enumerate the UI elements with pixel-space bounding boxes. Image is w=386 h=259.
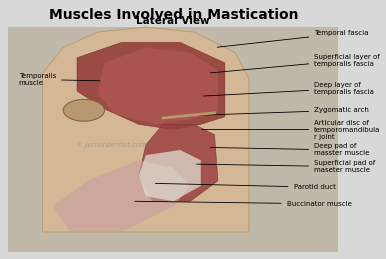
Text: Superficial pad of
maseter muscle: Superficial pad of maseter muscle: [197, 160, 376, 173]
Text: © Juniordentist.com: © Juniordentist.com: [76, 141, 147, 148]
Polygon shape: [53, 160, 190, 232]
Polygon shape: [139, 124, 218, 201]
Text: Lateral View: Lateral View: [137, 16, 210, 26]
FancyBboxPatch shape: [8, 27, 338, 253]
Polygon shape: [139, 150, 201, 201]
Text: Articular disc of
temporomandibula
r joint: Articular disc of temporomandibula r joi…: [202, 119, 381, 140]
Polygon shape: [77, 42, 225, 130]
Text: Parotid duct: Parotid duct: [156, 183, 335, 190]
Text: Superficial layer of
temporalis fascia: Superficial layer of temporalis fascia: [210, 54, 380, 73]
Text: Temporalis
muscle: Temporalis muscle: [19, 73, 100, 86]
Text: Buccinator muscle: Buccinator muscle: [135, 201, 352, 207]
Text: Deep layer of
temporalis fascia: Deep layer of temporalis fascia: [203, 82, 374, 96]
Text: Temporal fascia: Temporal fascia: [217, 30, 369, 47]
Text: Deep pad of
masster muscle: Deep pad of masster muscle: [210, 143, 370, 156]
Polygon shape: [98, 47, 218, 124]
Ellipse shape: [63, 99, 105, 121]
Text: Zygomatic arch: Zygomatic arch: [197, 107, 369, 115]
Polygon shape: [42, 27, 249, 232]
Text: Muscles Involved in Mastication: Muscles Involved in Mastication: [49, 8, 298, 22]
